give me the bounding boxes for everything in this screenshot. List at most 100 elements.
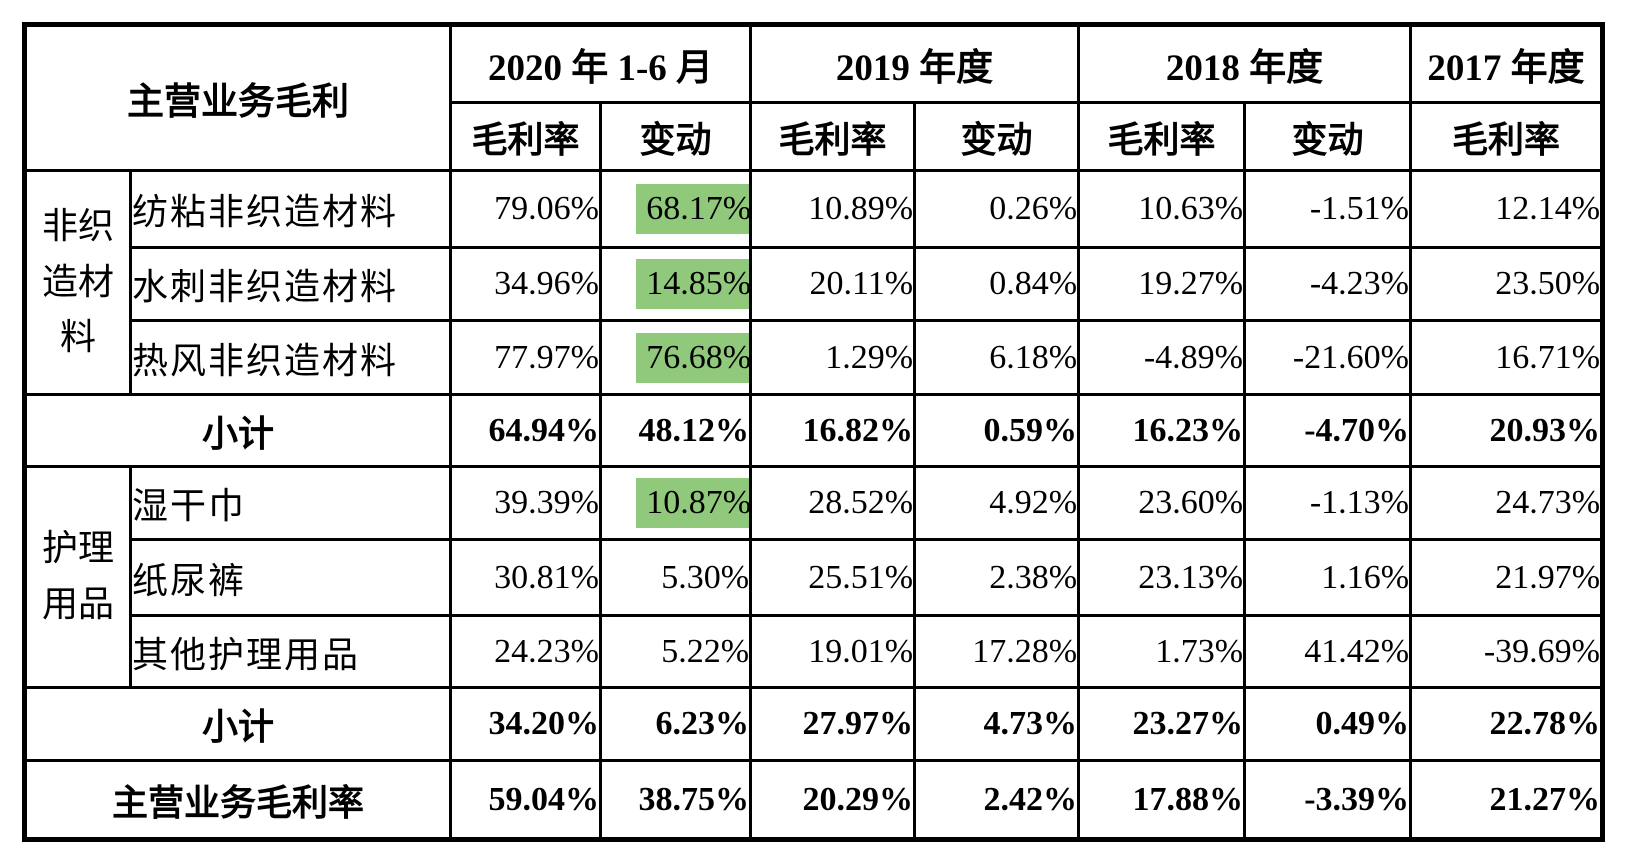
highlighted-value: 10.87% bbox=[636, 478, 748, 528]
value-cell: 12.14% bbox=[1409, 169, 1605, 249]
value-cell: 27.97% bbox=[749, 686, 917, 762]
header-row-periods: 主营业务毛利 2020 年 1-6 月 2019 年度 2018 年度 2017… bbox=[23, 23, 1605, 172]
period-header-2017: 2017 年度 bbox=[1409, 23, 1605, 104]
header-row-subcols: 毛利率 变动 毛利率 变动 毛利率 变动 毛利率 bbox=[25, 101, 1605, 172]
gross-margin-table: 主营业务毛利 2020 年 1-6 月 2019 年度 2018 年度 2017… bbox=[22, 22, 1606, 842]
value-cell: 0.49% bbox=[1243, 686, 1413, 762]
table-row-wet-dry-wipes: 护理用品 湿干巾 39.39% 10.87% 28.52% 4.92% 23.6… bbox=[23, 465, 1605, 689]
value-cell: 1.29% bbox=[749, 319, 917, 396]
subcol-2020-margin: 毛利率 bbox=[449, 101, 602, 172]
value-cell: 21.27% bbox=[1409, 759, 1605, 841]
subcol-2017-margin: 毛利率 bbox=[1409, 101, 1605, 172]
value-cell: 6.23% bbox=[598, 686, 753, 762]
table-row-diapers: 纸尿裤 30.81% 5.30% 25.51% 2.38% 23.13% 1.1… bbox=[25, 538, 1605, 617]
subcol-2019-margin: 毛利率 bbox=[749, 101, 917, 172]
value-cell: 10.63% bbox=[1077, 169, 1247, 249]
value-cell: 2.38% bbox=[913, 538, 1081, 617]
row-label: 水刺非织造材料 bbox=[129, 246, 452, 322]
value-cell-highlighted: 10.87% bbox=[598, 465, 753, 541]
subcol-2019-change: 变动 bbox=[913, 101, 1081, 172]
subcol-2018-change: 变动 bbox=[1243, 101, 1413, 172]
value-cell: 6.18% bbox=[913, 319, 1081, 396]
row-label: 纸尿裤 bbox=[129, 538, 452, 617]
value-cell: -3.39% bbox=[1243, 759, 1413, 841]
table-row-spunbond: 非织造材料 纺粘非织造材料 79.06% 68.17% 10.89% 0.26%… bbox=[23, 169, 1605, 396]
subcol-2020-change: 变动 bbox=[598, 101, 753, 172]
value-cell: 23.50% bbox=[1409, 246, 1605, 322]
value-cell: 39.39% bbox=[449, 465, 602, 541]
value-cell: 20.29% bbox=[749, 759, 917, 841]
table-row-hot-air: 热风非织造材料 77.97% 76.68% 1.29% 6.18% -4.89%… bbox=[25, 319, 1605, 396]
value-cell: 16.82% bbox=[749, 393, 917, 468]
period-header-2020: 2020 年 1-6 月 bbox=[448, 23, 753, 104]
period-header-2018: 2018 年度 bbox=[1077, 23, 1413, 104]
highlighted-value: 68.17% bbox=[636, 184, 748, 234]
value-cell: -4.23% bbox=[1243, 246, 1413, 322]
value-cell: 4.73% bbox=[913, 686, 1081, 762]
value-cell: 4.92% bbox=[913, 465, 1081, 541]
value-cell: -1.51% bbox=[1243, 169, 1413, 249]
value-cell: 77.97% bbox=[449, 319, 602, 396]
value-cell: 5.22% bbox=[598, 614, 753, 689]
value-cell-highlighted: 68.17% bbox=[598, 169, 753, 249]
subcol-2018-margin: 毛利率 bbox=[1077, 101, 1247, 172]
value-cell: 16.71% bbox=[1409, 319, 1605, 396]
value-cell: 34.96% bbox=[449, 246, 602, 322]
value-cell: 28.52% bbox=[749, 465, 917, 541]
subtotal-label: 小计 bbox=[23, 686, 452, 762]
value-cell: 0.26% bbox=[913, 169, 1081, 249]
value-cell: 1.73% bbox=[1077, 614, 1247, 689]
value-cell: -39.69% bbox=[1409, 614, 1605, 689]
value-cell: 16.23% bbox=[1077, 393, 1247, 468]
table-row-subtotal-care: 小计 34.20% 6.23% 27.97% 4.73% 23.27% 0.49… bbox=[23, 686, 1605, 762]
value-cell: 17.28% bbox=[913, 614, 1081, 689]
value-cell: 2.42% bbox=[913, 759, 1081, 841]
value-cell: 20.11% bbox=[749, 246, 917, 322]
value-cell: 64.94% bbox=[449, 393, 602, 468]
table-row-spunlace: 水刺非织造材料 34.96% 14.85% 20.11% 0.84% 19.27… bbox=[25, 246, 1605, 322]
subtotal-label: 小计 bbox=[23, 393, 452, 468]
gross-margin-table-container: 主营业务毛利 2020 年 1-6 月 2019 年度 2018 年度 2017… bbox=[22, 22, 1606, 842]
value-cell: 41.42% bbox=[1243, 614, 1413, 689]
value-cell-highlighted: 76.68% bbox=[598, 319, 753, 396]
highlighted-value: 14.85% bbox=[636, 259, 748, 309]
value-cell: 5.30% bbox=[598, 538, 753, 617]
total-label: 主营业务毛利率 bbox=[23, 759, 452, 841]
value-cell: 24.73% bbox=[1409, 465, 1605, 541]
value-cell: -21.60% bbox=[1243, 319, 1413, 396]
value-cell: 10.89% bbox=[749, 169, 917, 249]
value-cell: 23.13% bbox=[1077, 538, 1247, 617]
value-cell: 59.04% bbox=[449, 759, 602, 841]
value-cell: 21.97% bbox=[1409, 538, 1605, 617]
row-label: 热风非织造材料 bbox=[129, 319, 452, 396]
corner-header: 主营业务毛利 bbox=[23, 23, 452, 172]
value-cell: 24.23% bbox=[449, 614, 602, 689]
value-cell-highlighted: 14.85% bbox=[598, 246, 753, 322]
value-cell: 48.12% bbox=[598, 393, 753, 468]
value-cell: 0.84% bbox=[913, 246, 1081, 322]
value-cell: 23.60% bbox=[1077, 465, 1247, 541]
period-header-2019: 2019 年度 bbox=[749, 23, 1081, 104]
value-cell: 19.01% bbox=[749, 614, 917, 689]
table-row-other-care: 其他护理用品 24.23% 5.22% 19.01% 17.28% 1.73% … bbox=[25, 614, 1605, 689]
value-cell: 79.06% bbox=[449, 169, 602, 249]
value-cell: 1.16% bbox=[1243, 538, 1413, 617]
table-row-total-margin: 主营业务毛利率 59.04% 38.75% 20.29% 2.42% 17.88… bbox=[23, 759, 1605, 841]
row-label: 其他护理用品 bbox=[129, 614, 452, 689]
value-cell: 25.51% bbox=[749, 538, 917, 617]
group-label-nonwoven: 非织造材料 bbox=[23, 169, 132, 396]
value-cell: 20.93% bbox=[1409, 393, 1605, 468]
row-label: 纺粘非织造材料 bbox=[129, 169, 452, 249]
value-cell: 30.81% bbox=[449, 538, 602, 617]
value-cell: 22.78% bbox=[1409, 686, 1605, 762]
table-row-subtotal-nonwoven: 小计 64.94% 48.12% 16.82% 0.59% 16.23% -4.… bbox=[23, 393, 1605, 468]
group-label-care: 护理用品 bbox=[23, 465, 132, 689]
value-cell: 23.27% bbox=[1077, 686, 1247, 762]
row-label: 湿干巾 bbox=[129, 465, 452, 541]
value-cell: 34.20% bbox=[449, 686, 602, 762]
value-cell: 19.27% bbox=[1077, 246, 1247, 322]
value-cell: -1.13% bbox=[1243, 465, 1413, 541]
highlighted-value: 76.68% bbox=[636, 332, 748, 383]
value-cell: 17.88% bbox=[1077, 759, 1247, 841]
